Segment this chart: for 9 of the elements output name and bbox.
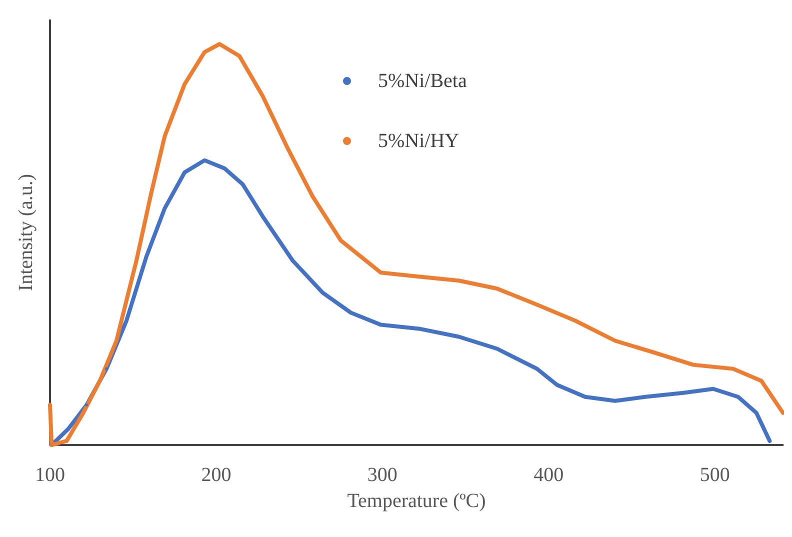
x-tick-label: 200 [201,464,232,486]
x-tick-label: 500 [700,464,730,486]
y-axis-title: Intensity (a.u.) [15,174,37,292]
x-tick-label: 300 [367,464,398,486]
legend-label: 5%Ni/HY [378,130,460,152]
legend-label: 5%Ni/Beta [378,70,467,92]
x-tick-label: 400 [534,464,564,486]
x-tick-label: 100 [35,464,65,486]
x-axis-title: Temperature (ºC) [347,490,486,512]
